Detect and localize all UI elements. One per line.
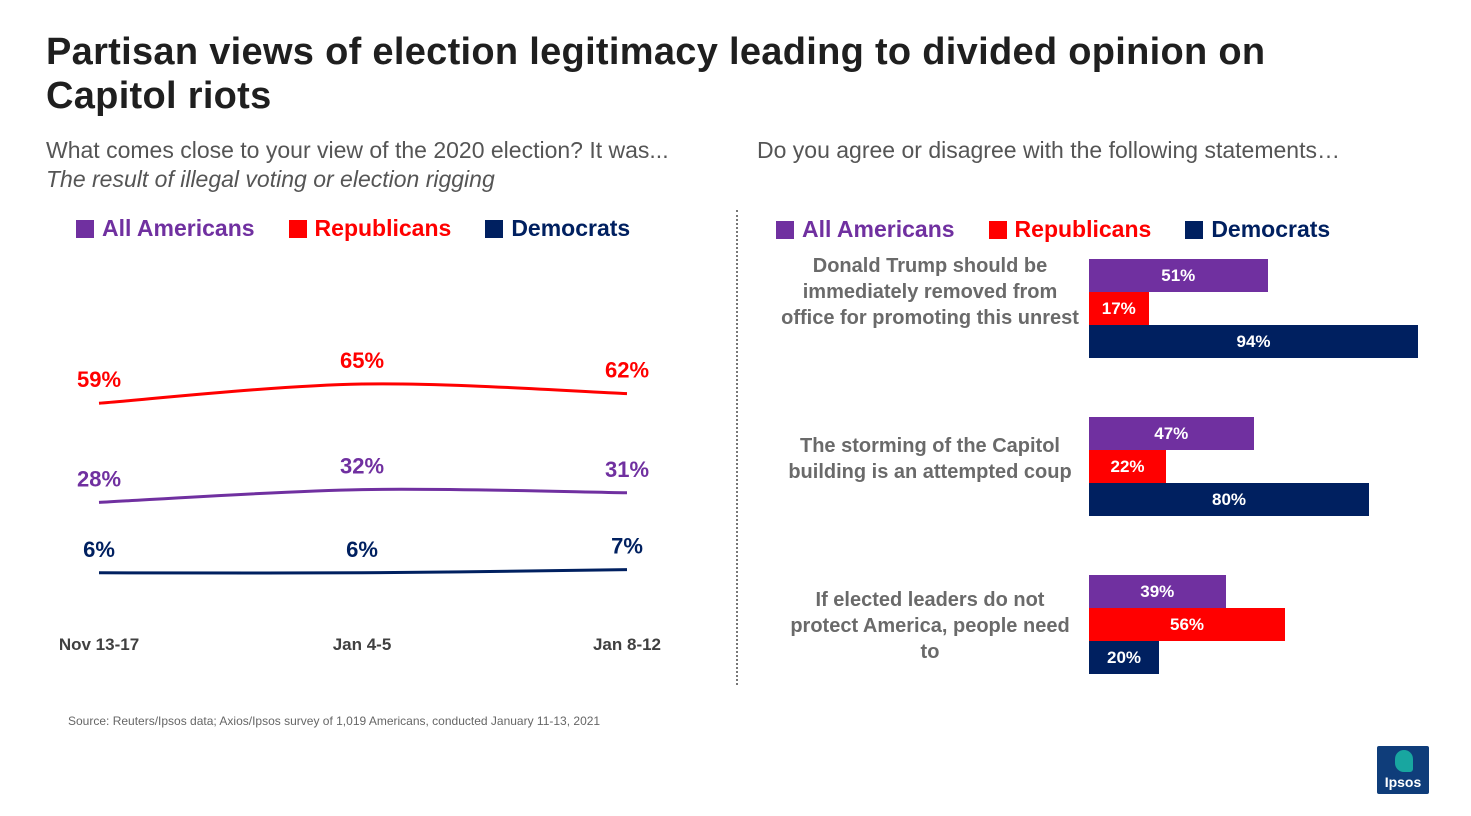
bar-all-americans: 47% bbox=[1089, 417, 1254, 450]
bar-value-label: 39% bbox=[1140, 581, 1175, 601]
legend-swatch bbox=[1185, 220, 1204, 239]
data-label-democrats: 6% bbox=[83, 537, 115, 562]
data-label-republicans: 59% bbox=[77, 367, 121, 392]
source-note: Source: Reuters/Ipsos data; Axios/Ipsos … bbox=[68, 714, 601, 728]
bar-democrats: 80% bbox=[1089, 483, 1369, 516]
legend-swatch bbox=[988, 220, 1007, 239]
legend-swatch bbox=[485, 219, 504, 238]
legend-label: All Americans bbox=[102, 215, 255, 241]
legend-swatch bbox=[288, 219, 307, 238]
bar-democrats: 94% bbox=[1089, 325, 1418, 358]
legend-label: Republicans bbox=[314, 215, 452, 241]
bar-chart-legend: All Americans Republicans Democrats bbox=[776, 216, 1364, 243]
page-title: Partisan views of election legitimacy le… bbox=[46, 31, 1266, 117]
legend-item-democrats: Democrats bbox=[485, 215, 630, 242]
legend-item-republicans: Republicans bbox=[988, 216, 1152, 243]
legend-swatch bbox=[776, 220, 794, 239]
legend-item-all-americans: All Americans bbox=[776, 216, 955, 243]
logo-text: Ipsos bbox=[1384, 774, 1422, 790]
data-label-all-americans: 31% bbox=[605, 457, 649, 482]
legend-swatch bbox=[76, 219, 94, 238]
bar-all-americans: 39% bbox=[1089, 575, 1226, 608]
line-chart-legend: All Americans Republicans Democrats bbox=[76, 215, 664, 242]
right-question: Do you agree or disagree with the follow… bbox=[757, 137, 1340, 163]
ipsos-logo: Ipsos bbox=[1377, 746, 1429, 794]
bar-all-americans: 51% bbox=[1089, 259, 1268, 292]
bar-republicans: 56% bbox=[1089, 608, 1285, 641]
left-question: What comes close to your view of the 202… bbox=[46, 137, 669, 163]
statement-label: The storming of the Capitol building is … bbox=[788, 435, 1072, 483]
x-tick-label: Nov 13-17 bbox=[59, 635, 139, 654]
bar-value-label: 20% bbox=[1106, 647, 1142, 667]
data-label-all-americans: 32% bbox=[340, 454, 384, 479]
bar-republicans: 22% bbox=[1089, 450, 1166, 483]
legend-item-republicans: Republicans bbox=[288, 215, 452, 242]
bar-value-label: 80% bbox=[1211, 489, 1247, 509]
data-label-republicans: 65% bbox=[340, 348, 384, 373]
section-divider bbox=[736, 210, 738, 685]
logo-accent-icon bbox=[1395, 750, 1413, 772]
data-label-democrats: 6% bbox=[346, 537, 378, 562]
statement-label: Donald Trump should be immediately remov… bbox=[781, 255, 1079, 329]
data-label-republicans: 62% bbox=[605, 358, 649, 383]
x-tick-label: Jan 4-5 bbox=[333, 635, 392, 654]
series-line-all-americans bbox=[98, 487, 628, 504]
bar-value-label: 17% bbox=[1101, 298, 1136, 318]
left-subquestion: The result of illegal voting or election… bbox=[46, 166, 495, 192]
series-line-republicans bbox=[98, 382, 628, 405]
legend-item-democrats: Democrats bbox=[1185, 216, 1330, 243]
legend-label: Democrats bbox=[511, 215, 631, 241]
bar-value-label: 22% bbox=[1110, 456, 1145, 476]
statement-label: If elected leaders do not protect Americ… bbox=[790, 589, 1070, 663]
bar-value-label: 56% bbox=[1169, 614, 1205, 634]
bar-value-label: 94% bbox=[1236, 331, 1271, 351]
bar-value-label: 51% bbox=[1161, 265, 1196, 285]
bar-value-label: 47% bbox=[1154, 423, 1189, 443]
x-tick-label: Jan 8-12 bbox=[593, 635, 661, 654]
legend-label: Republicans bbox=[1014, 216, 1152, 242]
series-line-democrats bbox=[98, 568, 628, 575]
legend-item-all-americans: All Americans bbox=[76, 215, 255, 242]
data-label-democrats: 7% bbox=[611, 534, 643, 559]
line-chart: 59% 65% 62% 28% 32% 31% 6% 6% 7% Nov 13-17 Jan 4-5… bbox=[59, 348, 661, 654]
bar-republicans: 17% bbox=[1089, 292, 1149, 325]
legend-label: All Americans bbox=[802, 216, 955, 242]
data-label-all-americans: 28% bbox=[77, 466, 121, 491]
bar-democrats: 20% bbox=[1089, 641, 1159, 674]
legend-label: Democrats bbox=[1211, 216, 1331, 242]
